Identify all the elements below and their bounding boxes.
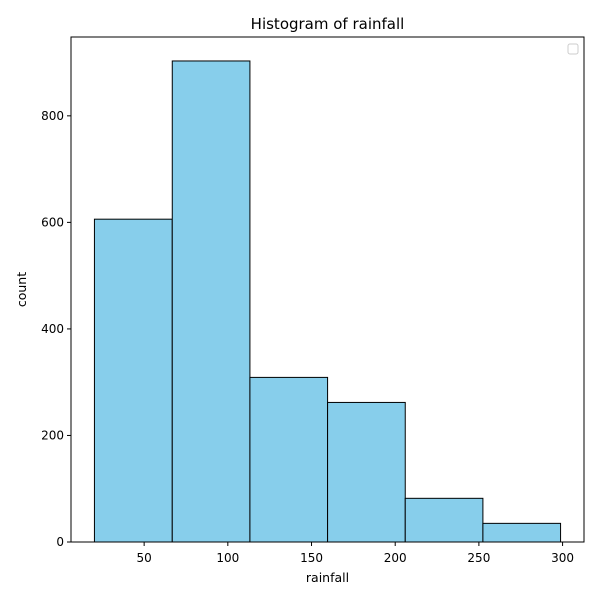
histogram-bar-5 (404, 497, 484, 543)
y-tick-label: 0 (56, 535, 64, 549)
legend-box (567, 43, 579, 55)
x-tick-label: 100 (216, 551, 239, 565)
y-axis-ticks: 0 200 400 600 800 (41, 109, 71, 549)
x-tick-label: 150 (300, 551, 323, 565)
bars-group (93, 60, 562, 543)
histogram-bar-1 (93, 218, 173, 543)
x-axis-label: rainfall (306, 570, 349, 585)
x-tick-label: 50 (137, 551, 152, 565)
y-tick-label: 800 (41, 109, 64, 123)
x-axis-ticks: 50 100 150 200 250 300 (137, 542, 574, 565)
histogram-bar-4 (327, 401, 406, 543)
histogram-bar-6 (482, 522, 562, 543)
histogram-bar-3 (249, 376, 329, 543)
y-axis-label: count (14, 272, 29, 307)
plot-frame (70, 36, 585, 543)
x-tick-label: 250 (467, 551, 490, 565)
x-tick-label: 200 (384, 551, 407, 565)
y-tick-label: 600 (41, 215, 64, 229)
y-tick-label: 200 (41, 428, 64, 442)
x-tick-label: 300 (551, 551, 574, 565)
histogram-bar-2 (171, 60, 251, 543)
y-tick-label: 400 (41, 322, 64, 336)
chart-title: Histogram of rainfall (251, 15, 405, 33)
